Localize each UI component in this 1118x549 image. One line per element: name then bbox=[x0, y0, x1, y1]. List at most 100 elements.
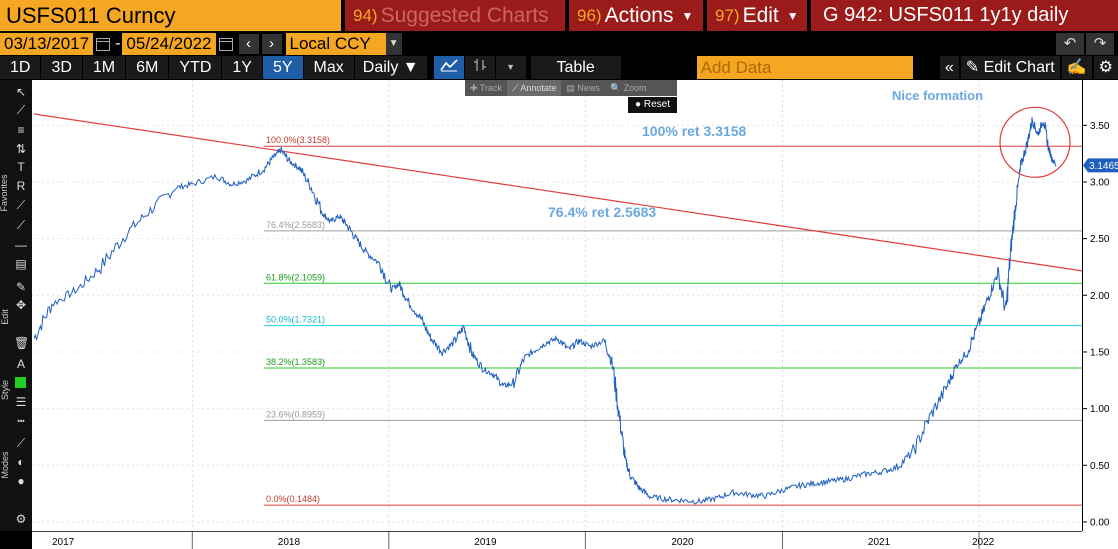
palette-icon[interactable]: ● bbox=[17, 474, 25, 488]
zoom-label: Zoom bbox=[623, 83, 647, 93]
fibonacci-icon[interactable]: ≡ bbox=[17, 123, 25, 137]
x-tick-label: 2020 bbox=[671, 537, 694, 548]
line-style-icon[interactable]: ┅ bbox=[17, 414, 25, 428]
prev-period-button[interactable]: ‹ bbox=[238, 34, 259, 54]
move-icon[interactable]: ✥ bbox=[15, 298, 27, 312]
period-button-max[interactable]: Max bbox=[303, 56, 354, 79]
edit-chart-label: Edit Chart bbox=[983, 59, 1055, 76]
x-tick-label: 2017 bbox=[52, 537, 75, 548]
last-value-label: 3.1465 bbox=[1089, 161, 1118, 172]
bar-chart-icon[interactable] bbox=[464, 56, 495, 79]
period-button-1y[interactable]: 1Y bbox=[222, 56, 262, 79]
x-tick-label: 2022 bbox=[972, 537, 995, 548]
security-ticker[interactable]: USFS011 Curncy bbox=[0, 0, 341, 31]
annotate-button[interactable]: ⟋ Annotate bbox=[507, 80, 562, 96]
actions-number: 96) bbox=[577, 5, 602, 25]
period-button-1m[interactable]: 1M bbox=[82, 56, 126, 79]
last-value-marker bbox=[1083, 158, 1118, 173]
period-button-6m[interactable]: 6M bbox=[126, 56, 169, 79]
edit-menu[interactable]: 97) Edit ▼ bbox=[707, 0, 807, 31]
fib-time-icon[interactable]: ⇅ bbox=[15, 142, 27, 156]
chart-type-dropdown[interactable]: ▼ bbox=[495, 56, 526, 79]
end-date-field[interactable]: 05/24/2022 bbox=[122, 33, 216, 55]
fib-label: 38.2%(1.3583) bbox=[266, 357, 325, 367]
fib-label: 0.0%(0.1484) bbox=[266, 494, 320, 504]
text-box-icon[interactable]: T bbox=[17, 160, 25, 174]
table-button[interactable]: Table bbox=[530, 56, 621, 79]
edit-chart-button[interactable]: ✎ Edit Chart bbox=[960, 56, 1060, 79]
suggested-charts-menu[interactable]: 94) Suggested Charts bbox=[345, 0, 565, 31]
chevron-down-icon: ▼ bbox=[786, 8, 799, 23]
draw-line-icon[interactable]: ⟋ bbox=[16, 103, 26, 117]
y-tick-label: 1.50 bbox=[1090, 347, 1110, 358]
period-button-1d[interactable]: 1D bbox=[0, 56, 41, 79]
period-button-ytd[interactable]: YTD bbox=[169, 56, 222, 79]
y-axis[interactable]: 0.00 0.50 1.00 1.50 2.00 2.50 3.00 3.50 3.1465 bbox=[1082, 80, 1118, 531]
gear-icon[interactable]: ⚙ bbox=[1093, 56, 1118, 79]
suggested-number: 94) bbox=[353, 5, 378, 25]
ruler-icon[interactable]: ⟋ bbox=[16, 436, 26, 450]
currency-field[interactable]: Local CCY bbox=[285, 33, 386, 55]
favorites-label: Favorites bbox=[0, 174, 9, 212]
reset-button[interactable]: ● Reset bbox=[628, 97, 677, 113]
r-tool-icon[interactable]: R bbox=[16, 179, 26, 193]
suggested-label: Suggested Charts bbox=[380, 3, 549, 27]
start-date-field[interactable]: 03/13/2017 bbox=[0, 33, 94, 55]
y-axis-svg: 0.00 0.50 1.00 1.50 2.00 2.50 3.00 3.50 3.1465 bbox=[1083, 121, 1118, 528]
calendar-icon[interactable] bbox=[96, 37, 111, 51]
y-tick-label: 3.50 bbox=[1090, 121, 1110, 132]
gear-icon[interactable]: ⚙ bbox=[15, 512, 27, 526]
frequency-dropdown[interactable]: Daily ▼ bbox=[354, 56, 427, 79]
trendline-icon[interactable]: ⟋ bbox=[16, 218, 26, 232]
top-bar: USFS011 Curncy 94) Suggested Charts 96) … bbox=[0, 0, 1118, 31]
fib-label: 76.4%(2.5683) bbox=[266, 220, 325, 230]
plot-area[interactable]: 100.0%(3.3158) 76.4%(2.5683) 61.8%(2.1059)… bbox=[32, 80, 1083, 531]
pointer-icon[interactable]: ↖ bbox=[15, 85, 27, 99]
y-tick-label: 2.50 bbox=[1090, 234, 1110, 245]
frequency-label: Daily bbox=[362, 59, 399, 76]
y-tick-label: 2.00 bbox=[1090, 291, 1110, 302]
next-period-button[interactable]: › bbox=[261, 34, 282, 54]
chart-svg: 100.0%(3.3158) 76.4%(2.5683) 61.8%(2.1059)… bbox=[32, 80, 1083, 531]
annotate-icon[interactable]: ✍ bbox=[1061, 56, 1092, 79]
actions-menu[interactable]: 96) Actions ▼ bbox=[569, 0, 703, 31]
y-tick-label: 3.00 bbox=[1090, 177, 1110, 188]
line-chart-icon[interactable] bbox=[433, 56, 464, 79]
period-button-3d[interactable]: 3D bbox=[41, 56, 82, 79]
fib-label: 23.6%(0.8959) bbox=[266, 409, 325, 419]
fib-label: 50.0%(1.7321) bbox=[266, 315, 325, 325]
magnet-icon[interactable]: ◐ bbox=[17, 455, 25, 469]
news-label: News bbox=[577, 83, 600, 93]
parallel-icon[interactable]: ▤ bbox=[15, 257, 27, 271]
x-axis[interactable]: 2017 2018 2019 2020 2021 2022 bbox=[32, 531, 1082, 549]
x-tick-label: 2019 bbox=[474, 537, 497, 548]
reset-label: Reset bbox=[643, 99, 670, 110]
y-tick-label: 0.00 bbox=[1090, 517, 1110, 528]
highlight-circle bbox=[999, 106, 1071, 178]
date-bar: 03/13/2017 - 05/24/2022 ‹ › Local CCY ▼ … bbox=[0, 33, 1118, 55]
pencil-icon[interactable]: ✎ bbox=[15, 280, 27, 294]
period-bar: 1D 3D 1M 6M YTD 1Y 5Y Max Daily ▼ ▼ Table Add D… bbox=[0, 56, 1118, 79]
channel-icon[interactable]: ⟋ bbox=[16, 198, 26, 212]
annotation-100-ret: 100% ret 3.3158 bbox=[642, 123, 747, 139]
redo-icon[interactable]: ↷ bbox=[1086, 33, 1114, 55]
hline-icon[interactable]: — bbox=[15, 238, 27, 252]
track-button[interactable]: ✚ Track bbox=[470, 83, 503, 93]
x-axis-svg: 2017 2018 2019 2020 2021 2022 bbox=[52, 532, 995, 549]
add-data-input[interactable]: Add Data bbox=[696, 56, 913, 79]
fib-label: 100.0%(3.3158) bbox=[266, 135, 330, 145]
chevron-down-icon[interactable]: ▼ bbox=[385, 33, 402, 55]
period-button-5y[interactable]: 5Y bbox=[262, 56, 303, 79]
line-weight-icon[interactable]: ☰ bbox=[15, 395, 27, 409]
news-button[interactable]: ▤ News bbox=[566, 83, 600, 93]
chevron-down-icon: ▼ bbox=[681, 8, 694, 23]
collapse-icon[interactable]: « bbox=[939, 56, 959, 79]
zoom-button[interactable]: 🔍 Zoom bbox=[609, 83, 647, 93]
edit-label: Edit bbox=[742, 3, 779, 27]
font-icon[interactable]: A bbox=[16, 357, 25, 371]
trash-icon[interactable]: 🗑 bbox=[14, 336, 30, 350]
calendar-icon[interactable] bbox=[218, 37, 233, 51]
annotate-label: Annotate bbox=[520, 83, 557, 93]
undo-icon[interactable]: ↶ bbox=[1056, 33, 1084, 55]
color-swatch-icon[interactable] bbox=[14, 376, 28, 390]
